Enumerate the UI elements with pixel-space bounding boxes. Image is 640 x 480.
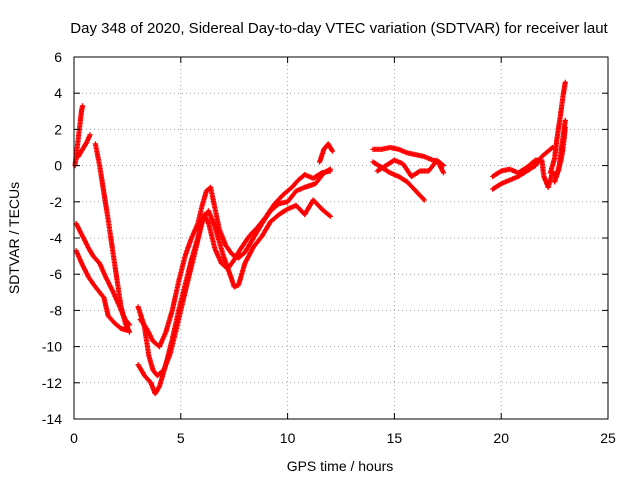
y-tick-label: -12 <box>42 375 62 391</box>
series-markers <box>547 79 568 176</box>
x-tick-label: 0 <box>70 430 78 446</box>
series-I <box>317 141 336 165</box>
series-markers <box>317 141 336 165</box>
series-H <box>137 166 333 350</box>
series-G <box>135 197 333 397</box>
y-tick-label: -14 <box>42 411 62 427</box>
x-tick-label: 5 <box>177 430 185 446</box>
series-B <box>75 132 93 160</box>
series-markers <box>135 197 333 397</box>
chart-title: Day 348 of 2020, Sidereal Day-to-day VTE… <box>70 20 608 37</box>
series-L <box>374 157 447 180</box>
y-tick-label: -6 <box>50 266 63 282</box>
series-D <box>73 248 130 333</box>
y-tick-label: -10 <box>42 339 62 355</box>
y-tick-label: -8 <box>50 302 63 318</box>
series-markers <box>552 117 568 185</box>
axis-ticks: 0 5 10 15 20 25 -14 -12 -10 -8 -6 -4 -2 0 2 4 6 <box>42 49 616 446</box>
x-tick-label: 15 <box>387 430 403 446</box>
x-tick-label: 20 <box>493 430 509 446</box>
x-axis-label: GPS time / hours <box>287 458 394 474</box>
y-tick-label: 0 <box>54 158 62 174</box>
y-tick-label: 4 <box>54 85 62 101</box>
grid-lines <box>74 57 608 419</box>
series-markers <box>73 248 130 333</box>
y-tick-label: -2 <box>50 194 63 210</box>
series-markers <box>374 157 447 180</box>
x-tick-label: 25 <box>600 430 616 446</box>
y-axis-label: SDTVAR / TECUs <box>6 182 22 294</box>
series-O <box>547 79 568 176</box>
series-E <box>73 220 133 328</box>
y-tick-label: -4 <box>50 230 63 246</box>
series-P <box>552 117 568 185</box>
data-series <box>72 79 568 397</box>
y-tick-label: 6 <box>54 49 62 65</box>
series-markers <box>137 166 333 350</box>
series-markers <box>75 132 93 160</box>
series-markers <box>73 220 133 328</box>
y-tick-label: 2 <box>54 121 62 137</box>
x-tick-label: 10 <box>280 430 296 446</box>
